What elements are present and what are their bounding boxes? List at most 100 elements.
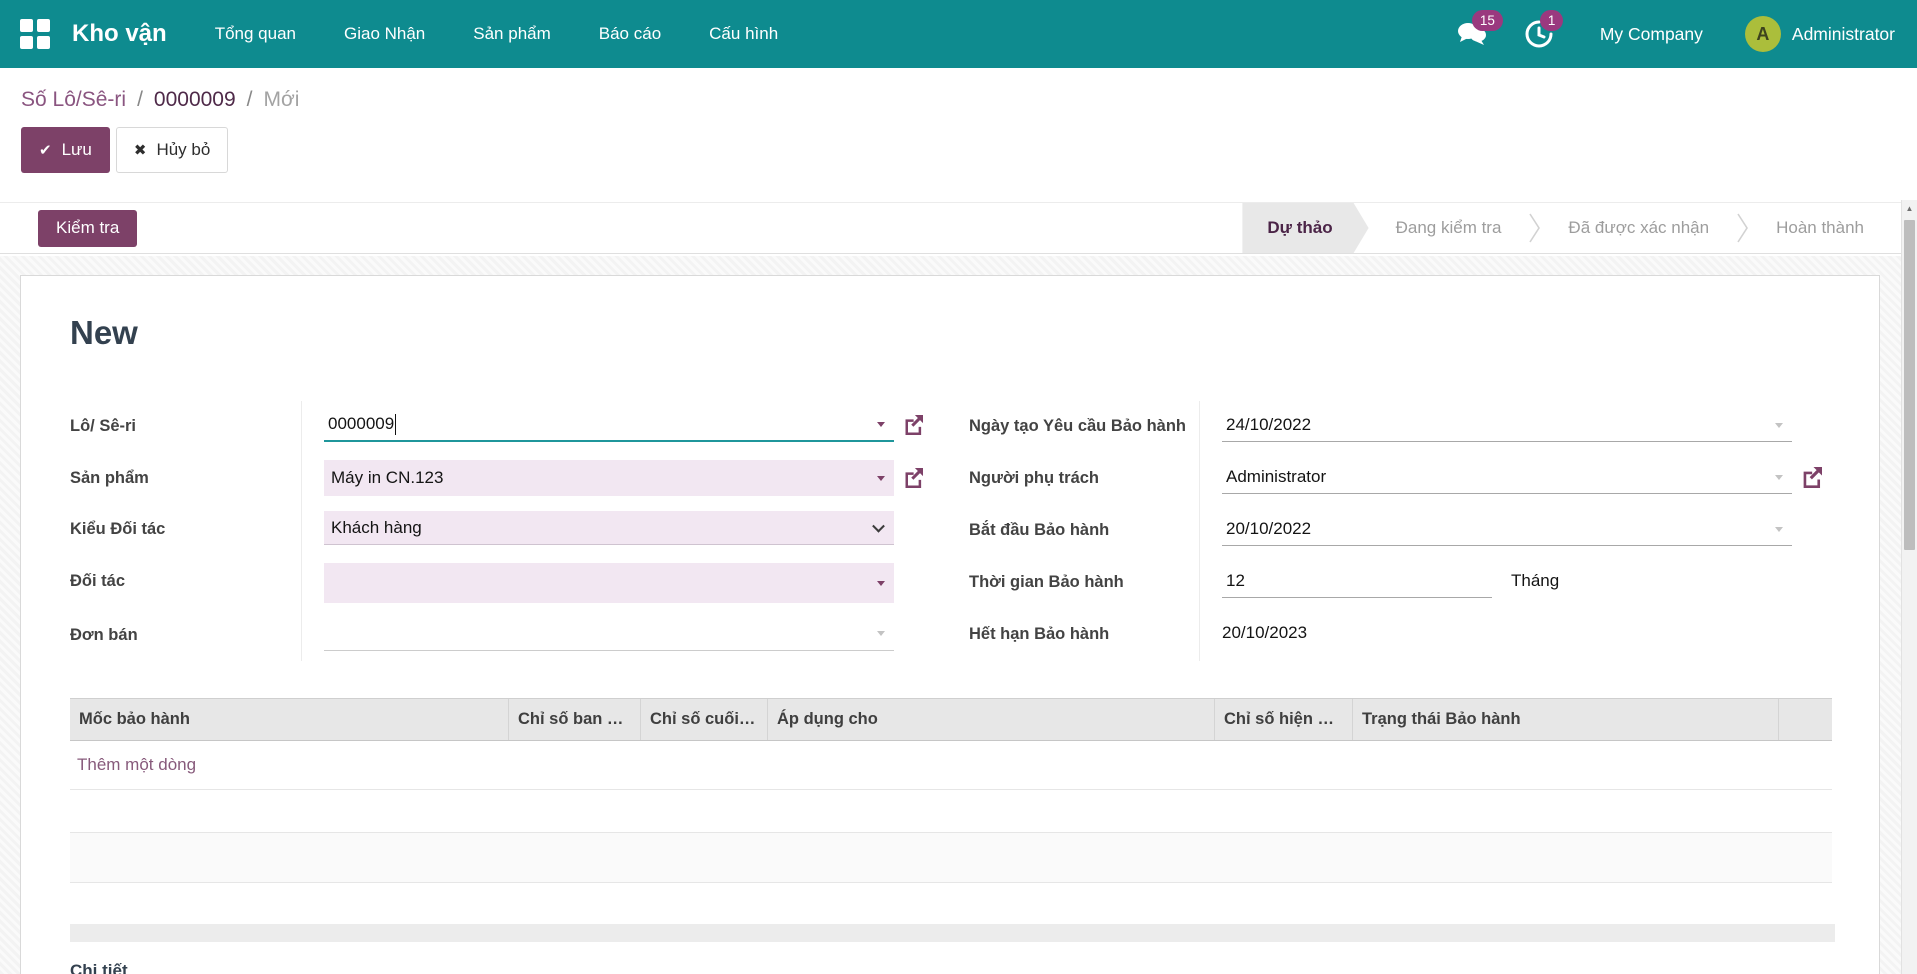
main-content-area: New Lô/ Sê-ri 0000009 [0, 256, 1917, 974]
discard-label: Hủy bỏ [156, 140, 211, 159]
left-field-group: Lô/ Sê-ri 0000009 [70, 401, 923, 662]
breadcrumb: Số Lô/Sê-ri / 0000009 / Mới [21, 88, 1917, 112]
warranty-start-value: 20/10/2022 [1226, 518, 1312, 538]
request-date-input[interactable]: 24/10/2022 [1222, 408, 1792, 442]
table-row [70, 833, 1832, 884]
form-sheet: New Lô/ Sê-ri 0000009 [20, 275, 1880, 974]
lot-value: 0000009 [328, 414, 395, 433]
menu-san-pham[interactable]: Sản phẩm [473, 24, 551, 43]
menu-tong-quan[interactable]: Tổng quan [214, 24, 296, 43]
spacer [70, 883, 1879, 924]
dropdown-caret-icon[interactable] [1775, 422, 1783, 428]
text-cursor [395, 413, 397, 435]
dropdown-caret-icon[interactable] [877, 475, 885, 481]
company-menu[interactable]: My Company [1599, 23, 1703, 44]
chevron-right-icon [1737, 213, 1749, 243]
product-value: Máy in CN.123 [331, 467, 444, 487]
grid-square [20, 18, 33, 32]
warranty-start-input[interactable]: 20/10/2022 [1222, 512, 1792, 547]
add-line-link[interactable]: Thêm một dòng [77, 755, 197, 775]
col-ap-dung-cho: Áp dụng cho [767, 699, 1214, 741]
partner-label: Đối tác [70, 555, 302, 610]
warranty-end-label: Hết hạn Bảo hành [969, 609, 1200, 662]
dropdown-caret-icon[interactable] [1775, 526, 1783, 532]
save-label: Lưu [61, 140, 92, 159]
user-name: Administrator [1791, 23, 1895, 44]
scrollbar-up-arrow[interactable]: ▲ [1905, 204, 1914, 213]
breadcrumb-separator: / [137, 88, 143, 111]
close-icon: ✖ [133, 142, 147, 159]
stage-dang-kiem-tra[interactable]: Đang kiểm tra [1395, 218, 1502, 237]
sale-order-label: Đơn bán [70, 609, 302, 662]
warranty-period-value: 12 [1226, 570, 1245, 590]
breadcrumb-separator: / [246, 88, 253, 111]
sale-order-input[interactable] [324, 617, 894, 651]
external-link-icon[interactable] [903, 467, 923, 488]
app-name[interactable]: Kho vận [72, 20, 167, 47]
activities-button[interactable]: 1 [1525, 10, 1564, 49]
user-menu[interactable]: A Administrator [1744, 16, 1895, 52]
table-row [70, 790, 1832, 834]
col-chi-so-cuoi: Chỉ số cuối… [640, 699, 767, 741]
product-input[interactable]: Máy in CN.123 [324, 459, 894, 496]
external-link-icon[interactable] [1801, 466, 1822, 488]
stage-hoan-thanh[interactable]: Hoàn thành [1776, 218, 1864, 237]
warranty-period-input[interactable]: 12 [1222, 564, 1492, 599]
page-title: New [70, 314, 138, 351]
chevron-right-icon [1529, 213, 1541, 243]
messages-button[interactable]: 15 [1457, 10, 1503, 49]
lot-label: Lô/ Sê-ri [70, 401, 302, 453]
menu-cau-hinh[interactable]: Cấu hình [709, 24, 779, 43]
avatar: A [1744, 16, 1781, 52]
milestones-table: Mốc bảo hành Chỉ số ban … Chỉ số cuối… Á… [70, 698, 1832, 884]
breadcrumb-root-link[interactable]: Số Lô/Sê-ri [21, 88, 127, 111]
discard-button[interactable]: ✖ Hủy bỏ [115, 127, 229, 173]
responsible-value: Administrator [1226, 466, 1327, 486]
stage-da-duoc-xac-nhan[interactable]: Đã được xác nhận [1568, 218, 1710, 237]
grid-square [37, 18, 50, 32]
partner-type-select[interactable]: Khách hàng [324, 511, 894, 546]
responsible-input[interactable]: Administrator [1222, 460, 1792, 495]
warranty-period-unit: Tháng [1511, 571, 1560, 591]
partner-input[interactable] [324, 562, 894, 603]
col-moc-bao-hanh: Mốc bảo hành [79, 710, 190, 729]
partner-type-value: Khách hàng [331, 517, 422, 537]
save-button[interactable]: ✔ Lưu [21, 127, 110, 173]
breadcrumb-record-link[interactable]: 0000009 [153, 88, 236, 111]
menu-bao-cao[interactable]: Báo cáo [598, 24, 662, 43]
section-divider-bar [70, 924, 1835, 943]
scrollbar-thumb[interactable] [1904, 220, 1915, 550]
warranty-end-value: 20/10/2023 [1222, 616, 1792, 650]
vertical-scrollbar[interactable]: ▲ [1901, 200, 1917, 974]
table-row: Thêm một dòng [70, 741, 1832, 791]
external-link-icon[interactable] [903, 415, 923, 435]
chat-bubbles-icon [1457, 23, 1486, 45]
warranty-end-text: 20/10/2023 [1222, 623, 1308, 643]
warranty-period-label: Thời gian Bảo hành [969, 557, 1200, 610]
check-button[interactable]: Kiểm tra [38, 209, 138, 247]
messages-badge: 15 [1471, 10, 1503, 31]
dropdown-caret-icon[interactable] [1775, 474, 1783, 480]
navbar-right: 15 1 My Company A Administrator [1438, 10, 1901, 52]
partner-type-label: Kiểu Đối tác [70, 504, 302, 556]
top-navbar: Kho vận Tổng quan Giao Nhận Sản phẩm Báo… [0, 0, 1917, 68]
action-buttons: ✔ Lưu ✖ Hủy bỏ [21, 127, 1917, 173]
dropdown-caret-icon[interactable] [877, 422, 885, 427]
control-panel: Số Lô/Sê-ri / 0000009 / Mới ✔ Lưu ✖ Hủy … [0, 68, 1917, 202]
apps-grid-icon[interactable] [20, 18, 51, 50]
dropdown-caret-icon[interactable] [877, 631, 885, 637]
lot-input[interactable]: 0000009 [324, 408, 894, 442]
col-empty [1778, 699, 1832, 741]
activities-badge: 1 [1539, 10, 1564, 31]
dropdown-caret-icon[interactable] [877, 580, 885, 586]
form-grid: Lô/ Sê-ri 0000009 [70, 401, 1879, 662]
bottom-section-title: Chi tiết [70, 961, 128, 974]
main-menu: Tổng quan Giao Nhận Sản phẩm Báo cáo Cấu… [191, 0, 802, 68]
menu-giao-nhan[interactable]: Giao Nhận [343, 24, 426, 43]
request-date-value: 24/10/2022 [1226, 414, 1312, 434]
stage-du-thao[interactable]: Dự thảo [1242, 203, 1368, 253]
breadcrumb-new-label: Mới [263, 88, 300, 111]
right-field-group: Ngày tạo Yêu cầu Bảo hành 24/10/2022 Ngư… [969, 401, 1822, 662]
col-chi-so-hien-tai: Chỉ số hiện … [1214, 699, 1352, 741]
